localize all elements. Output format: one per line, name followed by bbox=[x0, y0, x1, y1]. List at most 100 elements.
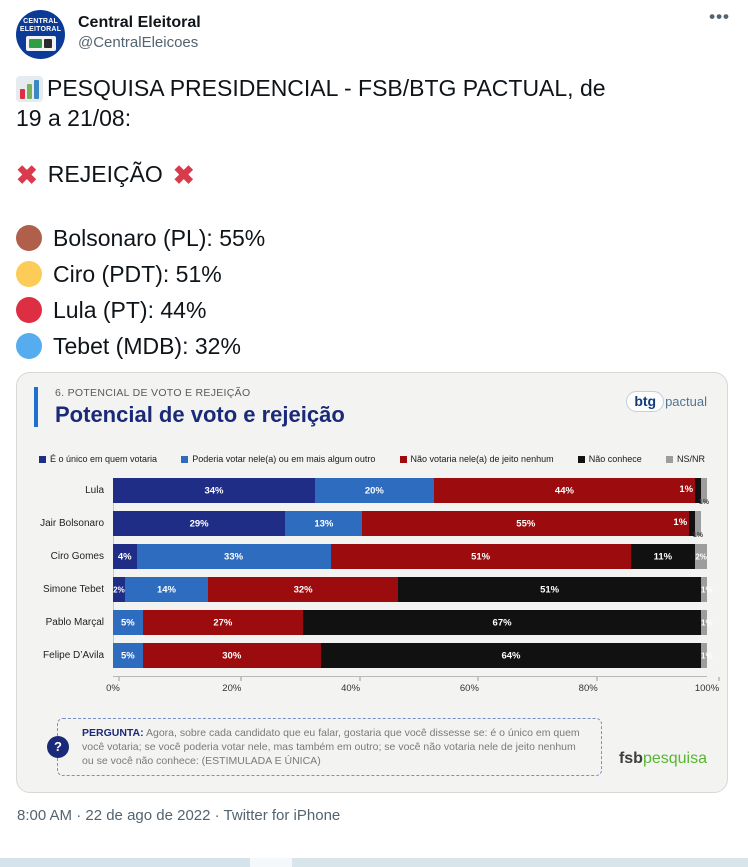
bar-segment: 1% bbox=[701, 577, 713, 602]
segment-value: 55% bbox=[516, 518, 536, 529]
segment-value: 32% bbox=[293, 584, 313, 595]
category-label: Felipe D’Avila bbox=[43, 650, 104, 661]
axis-tick: 80% bbox=[579, 677, 607, 694]
x-axis: 0% 20% 40% 60% 80% 100% bbox=[106, 676, 720, 698]
bar-segment: 14% bbox=[124, 577, 209, 602]
tweet-line-1: PESQUISA PRESIDENCIAL - FSB/BTG PACTUAL,… bbox=[47, 75, 606, 101]
list-item: Tebet (MDB): 32% bbox=[16, 328, 732, 364]
legend-swatch bbox=[39, 455, 46, 463]
bottom-engagement-strip bbox=[0, 858, 748, 867]
segment-value: 67% bbox=[492, 617, 512, 628]
category-label: Lula bbox=[85, 485, 104, 496]
bar-segment: 64% bbox=[320, 643, 702, 668]
stacked-bar: 5% 30% 64% 1% bbox=[113, 643, 713, 668]
btg-logo-text: pactual bbox=[665, 394, 707, 409]
bar-segment: 4% bbox=[113, 544, 137, 569]
btg-pactual-logo: btg pactual bbox=[626, 391, 707, 412]
fsb-logo-mark: fsb bbox=[618, 750, 643, 767]
list-item: Lula (PT): 44% bbox=[16, 292, 732, 328]
question-mark-icon: ? bbox=[47, 736, 69, 758]
bar-segment: 11% bbox=[630, 544, 696, 569]
segment-value: 2% bbox=[113, 585, 125, 594]
bar-segment: 1% bbox=[693, 511, 703, 539]
stacked-bar: 29% 13% 55% 1% 1% bbox=[113, 511, 707, 539]
stacked-bar: 5% 27% 67% 1% bbox=[113, 610, 713, 635]
chart-row: Pablo Marçal 5% 27% 67% 1% bbox=[17, 610, 713, 635]
accent-bar bbox=[34, 387, 38, 427]
yellow-circle-emoji bbox=[16, 261, 42, 287]
legend-item: Não conhece bbox=[577, 454, 642, 464]
bar-chart-emoji bbox=[16, 76, 43, 102]
legend-swatch bbox=[181, 455, 189, 463]
question-box: ? PERGUNTA: Agora, sobre cada candidato … bbox=[47, 718, 602, 776]
voting-machine-icon bbox=[25, 36, 56, 51]
stacked-bar: 34% 20% 44% 1% 1% bbox=[113, 478, 709, 506]
fsb-logo-text: pesquisa bbox=[642, 750, 707, 767]
segment-value: 27% bbox=[213, 617, 233, 628]
legend-item: É o único em quem votaria bbox=[39, 454, 157, 464]
stacked-bar: 4% 33% 51% 11% 2% bbox=[113, 544, 707, 569]
segment-value: 5% bbox=[120, 617, 135, 628]
rejection-label: REJEIÇÃO bbox=[47, 161, 163, 187]
category-label: Ciro Gomes bbox=[50, 551, 104, 562]
bar-segment: 1% bbox=[701, 643, 713, 668]
segment-value: 33% bbox=[224, 551, 244, 562]
author-handle[interactable]: @CentralEleicoes bbox=[78, 34, 199, 51]
question-area: ? PERGUNTA: Agora, sobre cada candidato … bbox=[47, 718, 707, 776]
bar-segment: 51% bbox=[330, 544, 631, 569]
segment-value: 34% bbox=[204, 485, 224, 496]
segment-value: 1% bbox=[701, 585, 713, 594]
chart-section-label: 6. POTENCIAL DE VOTO E REJEIÇÃO bbox=[55, 387, 251, 399]
avatar-text-2: ELEITORAL bbox=[19, 26, 62, 33]
segment-value: 1% bbox=[701, 651, 713, 660]
brown-circle-emoji bbox=[16, 225, 42, 251]
candidate-list: Bolsonaro (PL): 55% Ciro (PDT): 51% Lula… bbox=[16, 220, 732, 364]
rejection-heading: ✖ REJEIÇÃO ✖ bbox=[16, 161, 732, 188]
bar-segment: 29% bbox=[113, 511, 286, 536]
segment-value: 64% bbox=[501, 650, 521, 661]
chart-row: Lula 34% 20% 44% 1% 1% bbox=[17, 478, 709, 506]
segment-value: 1% bbox=[701, 618, 713, 627]
legend-item: Poderia votar nele(a) ou em mais algum o… bbox=[181, 454, 375, 464]
category-label: Simone Tebet bbox=[43, 584, 104, 595]
bar-segment: 5% bbox=[113, 610, 143, 635]
chart-title: Potencial de voto e rejeição bbox=[55, 402, 345, 427]
category-label: Pablo Marçal bbox=[45, 617, 104, 628]
chart-row: Felipe D’Avila 5% 30% 64% 1% bbox=[17, 643, 713, 668]
bar-segment: 1% bbox=[701, 610, 713, 635]
segment-value: 51% bbox=[471, 551, 491, 562]
attached-chart-image[interactable]: 6. POTENCIAL DE VOTO E REJEIÇÃO Potencia… bbox=[16, 372, 728, 793]
candidate-label: Ciro (PDT): 51% bbox=[53, 260, 222, 287]
axis-tick: 40% bbox=[341, 677, 370, 694]
bar-segment: 67% bbox=[303, 610, 702, 635]
tweet-line-2: 19 a 21/08: bbox=[16, 105, 132, 131]
more-icon[interactable]: ••• bbox=[709, 7, 730, 26]
legend-item: NS/NR bbox=[665, 454, 705, 464]
btg-logo-mark: btg bbox=[626, 391, 665, 412]
bar-segment: 33% bbox=[136, 544, 331, 569]
segment-value: 29% bbox=[189, 518, 209, 529]
tweet-text: PESQUISA PRESIDENCIAL - FSB/BTG PACTUAL,… bbox=[16, 73, 732, 133]
chart-header: 6. POTENCIAL DE VOTO E REJEIÇÃO Potencia… bbox=[17, 385, 727, 428]
list-item: Ciro (PDT): 51% bbox=[16, 256, 732, 292]
legend-swatch bbox=[665, 455, 673, 463]
segment-value: 1% bbox=[698, 499, 709, 506]
axis-tick: 20% bbox=[222, 677, 251, 694]
segment-value: 20% bbox=[364, 485, 384, 496]
segment-value: 11% bbox=[653, 551, 673, 562]
author-name[interactable]: Central Eleitoral bbox=[78, 14, 201, 31]
tweet-page: CENTRAL ELEITORAL Central Eleitoral @Cen… bbox=[16, 7, 732, 824]
bar-segment: 2% bbox=[695, 544, 707, 569]
y-axis-line bbox=[113, 478, 114, 668]
legend-swatch bbox=[399, 455, 407, 463]
bar-segment: 5% bbox=[113, 643, 143, 668]
candidate-label: Tebet (MDB): 32% bbox=[53, 332, 241, 359]
category-label: Jair Bolsonaro bbox=[40, 518, 104, 529]
bar-segment: 32% bbox=[208, 577, 399, 602]
chart-rows: Lula 34% 20% 44% 1% 1% Jair Bolsonaro 29% 13% 55%… bbox=[17, 478, 727, 668]
segment-value: 5% bbox=[120, 650, 135, 661]
avatar[interactable]: CENTRAL ELEITORAL bbox=[16, 10, 65, 59]
timestamp[interactable]: 8:00 AM · 22 de ago de 2022 · Twitter fo… bbox=[17, 807, 341, 824]
segment-value: 14% bbox=[156, 584, 176, 595]
candidate-label: Lula (PT): 44% bbox=[53, 296, 207, 323]
